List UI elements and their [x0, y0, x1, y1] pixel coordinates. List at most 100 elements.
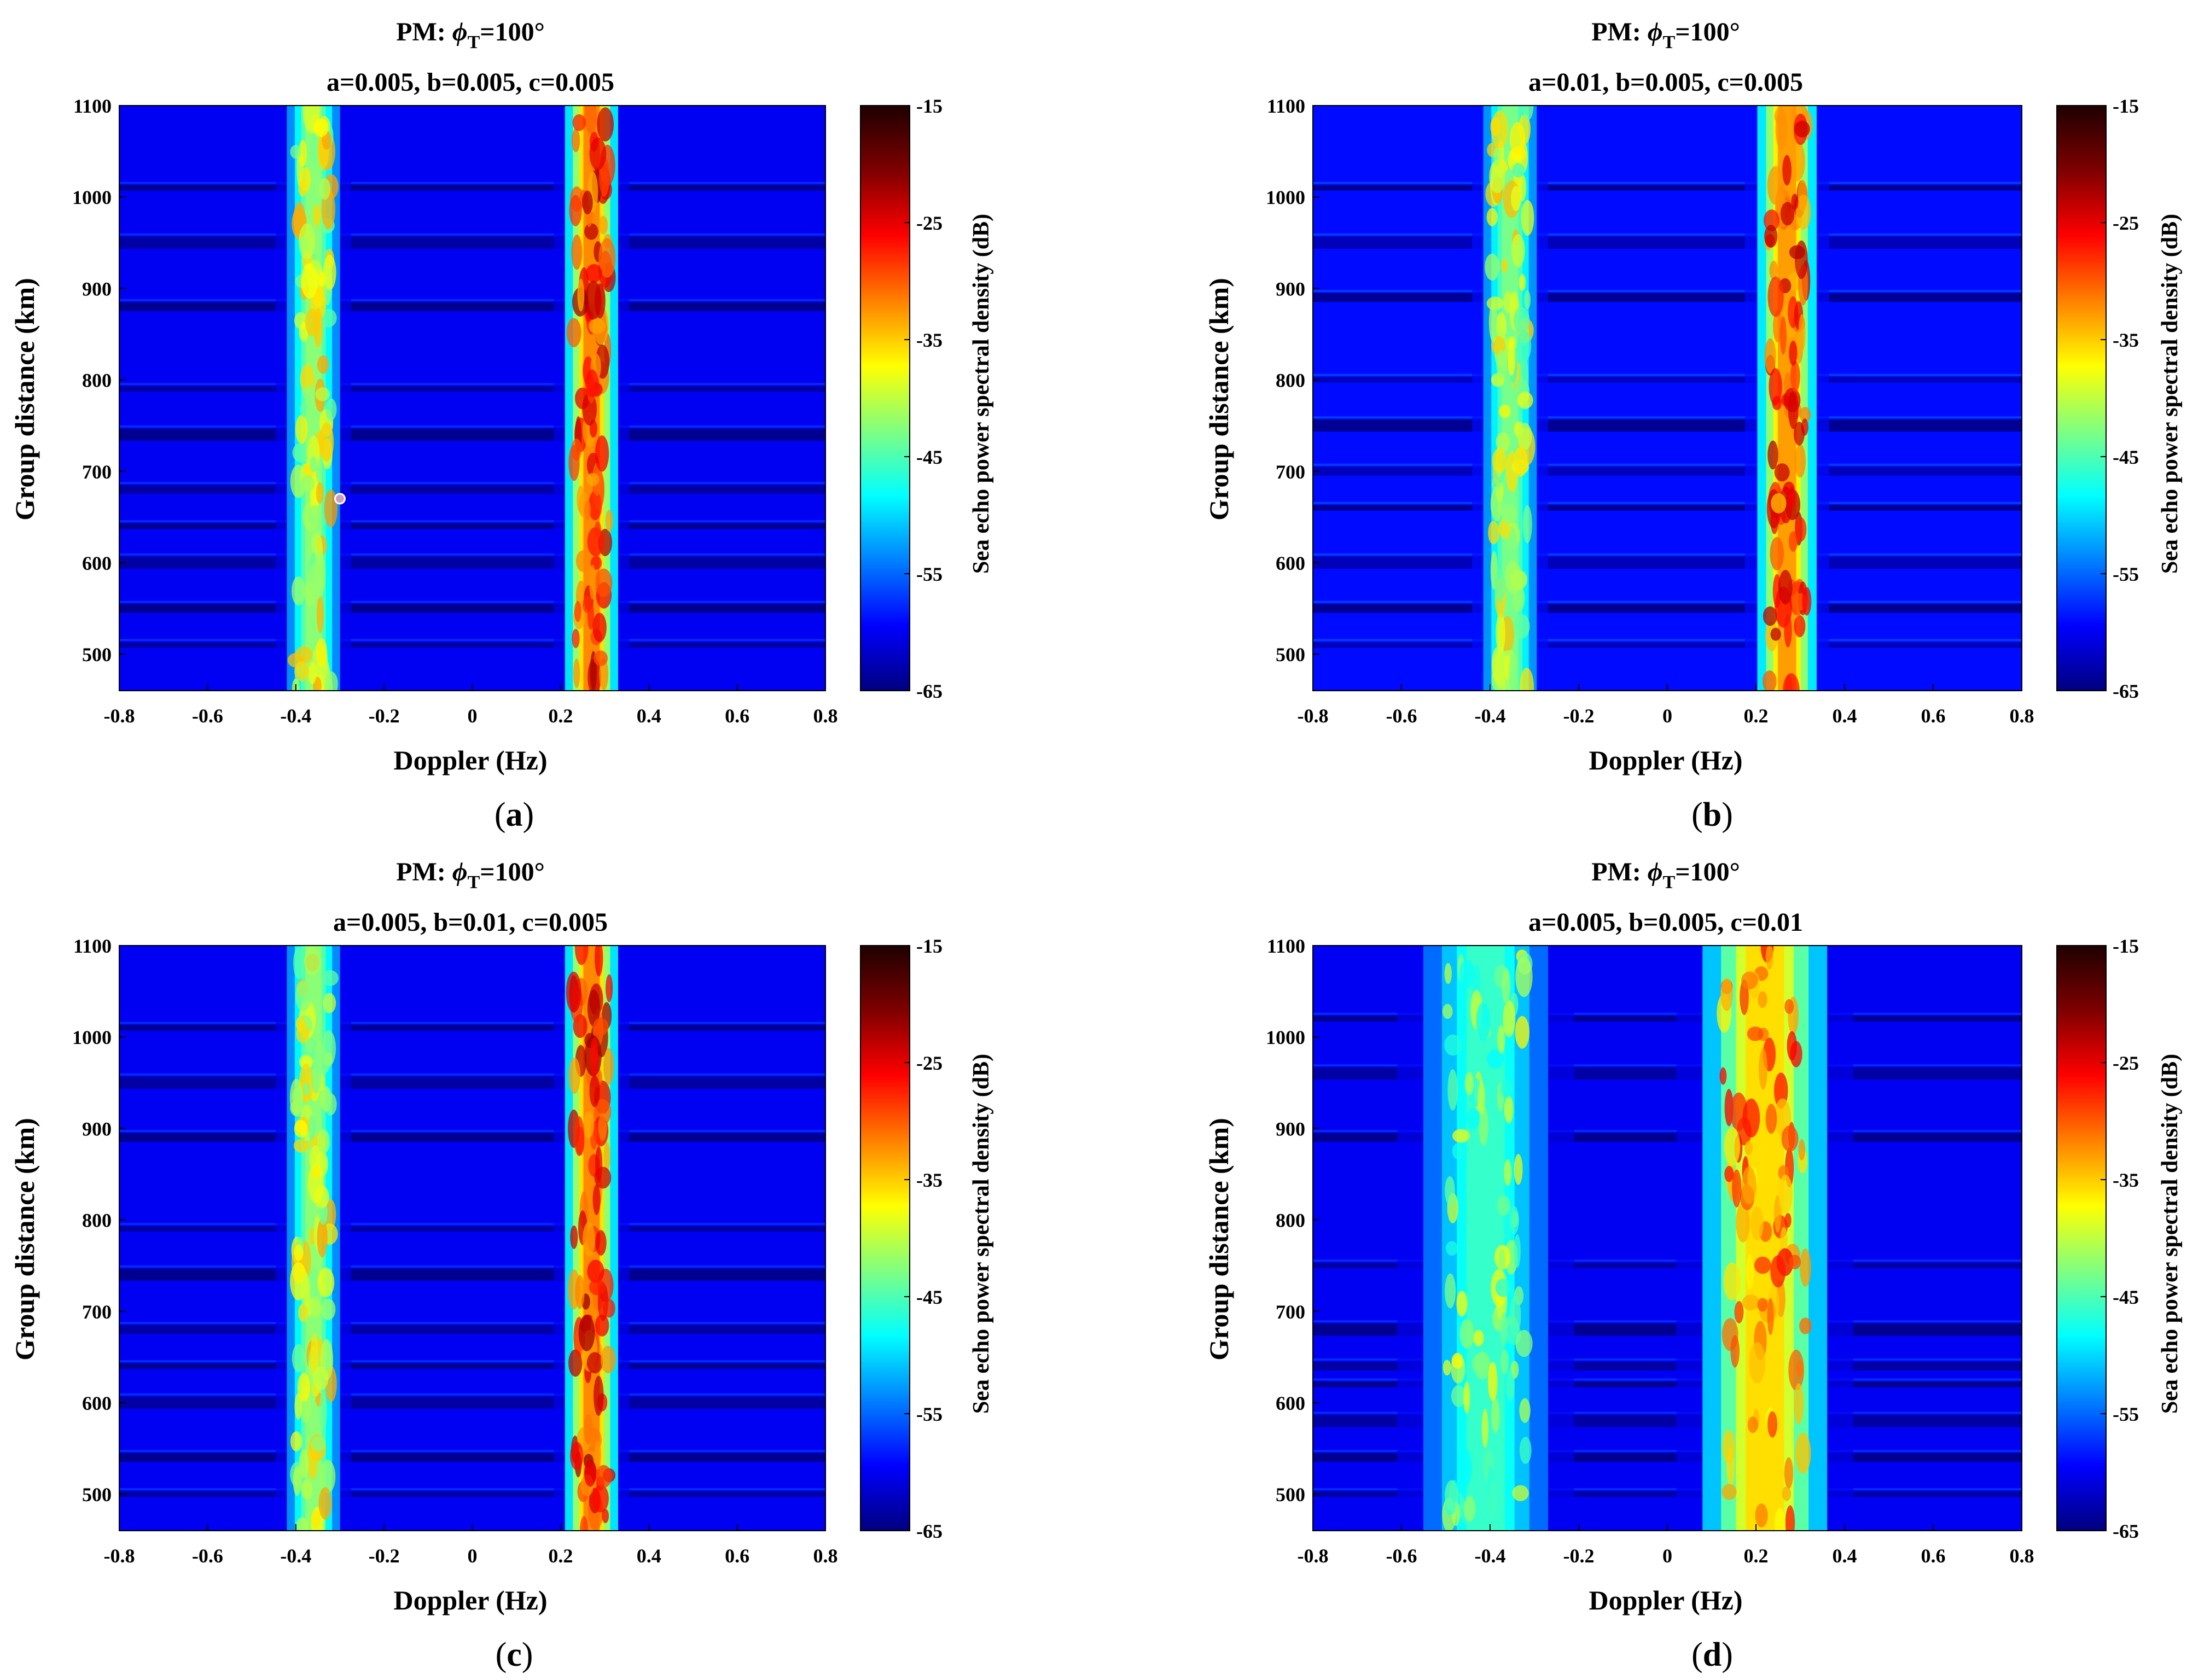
y-tick-label: 1100 — [73, 935, 112, 957]
colorbar-tick-label: -25 — [916, 212, 943, 234]
panel-c: PM: ϕT=100° a=0.005, b=0.01, c=0.005 -0.… — [0, 840, 1105, 1680]
peak-speckle — [1459, 959, 1475, 989]
peak-speckle — [574, 600, 581, 622]
peak-speckle — [1443, 1360, 1451, 1376]
peak-speckle — [1780, 1227, 1788, 1254]
peak-speckle — [1496, 349, 1507, 380]
peak-speckle — [1746, 1254, 1754, 1290]
range-stripe — [1313, 1491, 2022, 1497]
peak-speckle — [1513, 447, 1528, 477]
peak-speckle — [1497, 1025, 1505, 1054]
peak-speckle — [1802, 587, 1812, 616]
y-tick-label: 500 — [1276, 644, 1305, 666]
peak-speckle — [1770, 627, 1781, 641]
x-tick-label: 0.2 — [548, 1545, 573, 1567]
peak-speckle — [1750, 1206, 1764, 1241]
peak-speckle — [325, 398, 337, 421]
peak-speckle — [1459, 1319, 1474, 1349]
peak-speckle — [1447, 1069, 1458, 1111]
range-stripe-edge — [1313, 501, 2022, 504]
peak-speckle — [1759, 1048, 1768, 1090]
peak-speckle — [603, 1299, 615, 1318]
colorbar-tick-label: -35 — [2113, 329, 2139, 351]
colorbar-gradient — [2056, 945, 2107, 1531]
peak-speckle — [1514, 1154, 1523, 1185]
peak-speckle — [1495, 1278, 1511, 1297]
range-stripe-edge — [119, 553, 825, 556]
peak-speckle — [1452, 1142, 1464, 1160]
range-stripe — [119, 1133, 825, 1142]
colorbar-tick-label: -25 — [2113, 212, 2139, 234]
peak-speckle — [1785, 1505, 1795, 1531]
peak-speckle — [594, 521, 601, 538]
range-stripe — [119, 523, 825, 529]
peak-speckle — [299, 1449, 309, 1478]
peak-speckle — [594, 283, 606, 319]
colorbar-label: Sea echo power spectral density (dB) — [2157, 1054, 2183, 1414]
peak-speckle — [297, 1373, 310, 1402]
peak-speckle — [568, 445, 580, 481]
peak-speckle — [578, 1314, 595, 1351]
peak-speckle — [1799, 1317, 1812, 1334]
peak-speckle — [308, 662, 317, 685]
peak-speckle — [298, 1303, 309, 1322]
range-stripe-edge — [1313, 182, 2022, 184]
peak-speckle — [1498, 404, 1511, 418]
peak-speckle — [592, 612, 607, 643]
heatmap-background — [119, 106, 825, 691]
colorbar: -65 -55 -45 -35 -25 -15 — [860, 935, 943, 1542]
peak-speckle — [1742, 1166, 1757, 1204]
peak-speckle — [586, 472, 600, 486]
x-tick-label: -0.2 — [1563, 1545, 1595, 1567]
peak-speckle — [1782, 155, 1792, 186]
peak-speckle — [1517, 422, 1532, 450]
peak-speckle — [1767, 1411, 1777, 1438]
range-stripe-edge — [119, 1322, 825, 1325]
peak-speckle — [585, 369, 599, 397]
range-stripe-edge — [1313, 416, 2022, 419]
peak-speckle — [1486, 208, 1498, 226]
heatmap-background — [119, 946, 825, 1531]
peak-speckle — [583, 1221, 596, 1257]
x-tick-label: -0.4 — [1475, 705, 1506, 727]
peak-speckle — [1784, 1213, 1792, 1228]
y-tick-label: 1000 — [1266, 1026, 1305, 1048]
peak-speckle — [318, 272, 326, 287]
peak-speckle — [595, 1230, 607, 1256]
peak-speckle — [1493, 147, 1501, 167]
range-stripe-edge — [1313, 553, 2022, 556]
peak-speckle — [310, 1296, 321, 1318]
peak-speckle — [296, 1517, 309, 1531]
x-axis-ticks: -0.8 -0.6 -0.4 -0.2 0 0.2 0.4 0.6 0.8 — [1298, 1524, 2034, 1567]
x-axis-label: Doppler (Hz) — [394, 745, 548, 775]
x-axis-label: Doppler (Hz) — [394, 1585, 548, 1615]
x-tick-label: -0.6 — [192, 1545, 223, 1567]
panel-caption: (b) — [1691, 796, 1733, 833]
range-stripe-edge — [119, 383, 825, 386]
peak-speckle — [1763, 209, 1780, 231]
y-tick-label: 1100 — [1267, 95, 1305, 117]
peak-speckle — [1445, 1176, 1455, 1205]
peak-speckle — [1442, 1004, 1453, 1019]
peak-speckle — [577, 278, 585, 312]
peak-speckle — [305, 1037, 314, 1052]
peak-speckle — [307, 505, 322, 527]
peak-speckle — [1488, 521, 1499, 545]
peak-speckle — [308, 562, 325, 599]
peak-speckle — [316, 482, 324, 504]
y-tick-label: 600 — [1276, 1392, 1305, 1414]
peak-speckle — [1515, 1016, 1529, 1049]
peak-speckle — [568, 1057, 581, 1094]
colorbar-tick-label: -65 — [2113, 1520, 2139, 1542]
plot-frame — [119, 105, 826, 691]
range-stripe-edge — [119, 233, 825, 236]
peak-speckle — [1779, 316, 1787, 355]
peak-speckle — [566, 318, 581, 347]
peak-speckle — [309, 456, 317, 472]
y-axis-ticks: 500 600 700 800 900 1000 1100 — [1266, 935, 1319, 1506]
chart-title: PM: ϕT=100° — [1591, 858, 1740, 892]
panel-caption: (c) — [496, 1636, 533, 1673]
peak-speckle — [312, 1366, 329, 1390]
y-tick-label: 700 — [1276, 1301, 1305, 1323]
peak-speckle — [592, 1484, 609, 1513]
